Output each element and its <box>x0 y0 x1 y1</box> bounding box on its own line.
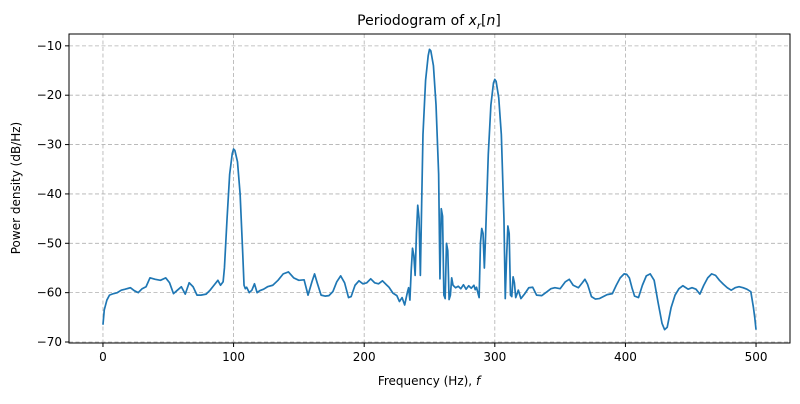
x-tick-label: 300 <box>483 350 506 364</box>
chart-title: Periodogram of xr[n] <box>357 13 501 32</box>
x-tick-label: 0 <box>99 350 107 364</box>
y-tick-label: −20 <box>37 88 62 102</box>
x-tick-label: 200 <box>353 350 376 364</box>
y-axis-ticks: −10 −20 −30 −40 −50 −60 −70 <box>37 39 69 349</box>
x-axis-ticks: 0 100 200 300 400 500 <box>99 343 767 364</box>
periodogram-line <box>102 48 757 331</box>
y-tick-label: −60 <box>37 286 62 300</box>
y-axis-label: Power density (dB/Hz) <box>9 122 23 255</box>
y-tick-label: −40 <box>37 187 62 201</box>
y-tick-label: −50 <box>37 236 62 250</box>
x-tick-label: 400 <box>614 350 637 364</box>
y-tick-label: −30 <box>37 138 62 152</box>
plot-area <box>102 48 757 331</box>
x-tick-label: 100 <box>222 350 245 364</box>
y-tick-label: −10 <box>37 39 62 53</box>
y-tick-label: −70 <box>37 335 62 349</box>
grid-lines <box>69 34 790 343</box>
x-axis-label: Frequency (Hz), f <box>378 374 482 388</box>
axes-frame <box>68 33 791 344</box>
x-tick-label: 500 <box>745 350 768 364</box>
